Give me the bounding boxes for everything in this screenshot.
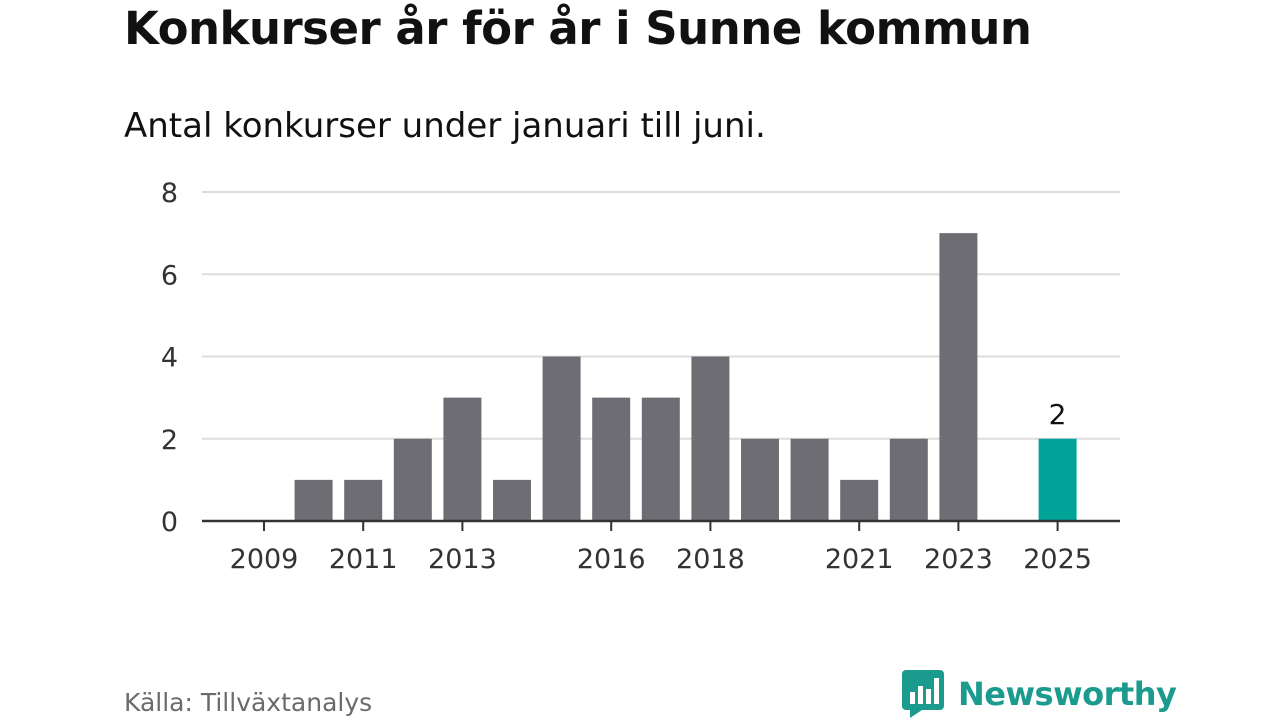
bar-2015 xyxy=(542,356,581,521)
bar-2010 xyxy=(294,479,333,521)
bar-2022 xyxy=(889,438,928,521)
chart-subtitle: Antal konkurser under januari till juni. xyxy=(124,106,766,146)
y-axis-tick-labels: 0 2 4 6 8 xyxy=(161,178,178,538)
bar-2016 xyxy=(592,397,631,521)
bar-2012 xyxy=(393,438,432,521)
data-labels: 2 xyxy=(1049,398,1067,431)
y-tick-label: 2 xyxy=(161,425,178,456)
y-tick-label: 4 xyxy=(161,343,178,374)
x-tick-label: 2021 xyxy=(825,544,894,575)
bar-2013 xyxy=(443,397,482,521)
brand-logo: Newsworthy xyxy=(902,670,1177,718)
bars xyxy=(294,233,1077,521)
bar-2014 xyxy=(493,479,531,521)
x-tick-label: 2023 xyxy=(924,544,993,575)
bar-2017 xyxy=(641,397,680,521)
newsworthy-logo-icon xyxy=(902,670,944,718)
x-tick-label: 2016 xyxy=(577,544,646,575)
bar-2019 xyxy=(741,438,779,521)
y-tick-label: 8 xyxy=(161,178,178,209)
brand-name: Newsworthy xyxy=(958,675,1177,713)
x-tick-label: 2018 xyxy=(676,544,745,575)
bar-2011 xyxy=(344,479,383,521)
source-note: Källa: Tillväxtanalys xyxy=(124,688,373,717)
x-tick-label: 2009 xyxy=(230,544,299,575)
bar-2020 xyxy=(790,438,829,521)
bar-2025 xyxy=(1038,438,1077,521)
x-tick-label: 2025 xyxy=(1023,544,1092,575)
bar-2023 xyxy=(939,233,978,521)
y-tick-label: 0 xyxy=(161,507,178,538)
x-tick-label: 2013 xyxy=(428,544,497,575)
bar-chart: 0 2 4 6 8 2009 2011 2013 2016 2018 2021 2023 2025 2 xyxy=(161,178,1120,575)
bar-2021 xyxy=(840,479,879,521)
x-axis-ticks: 2009 2011 2013 2016 2018 2021 2023 2025 xyxy=(230,521,1092,575)
chart-title: Konkurser år för år i Sunne kommun xyxy=(124,2,1032,55)
data-label-2025: 2 xyxy=(1049,398,1067,431)
x-tick-label: 2011 xyxy=(329,544,398,575)
bar-2018 xyxy=(691,356,730,521)
y-tick-label: 6 xyxy=(161,260,178,291)
